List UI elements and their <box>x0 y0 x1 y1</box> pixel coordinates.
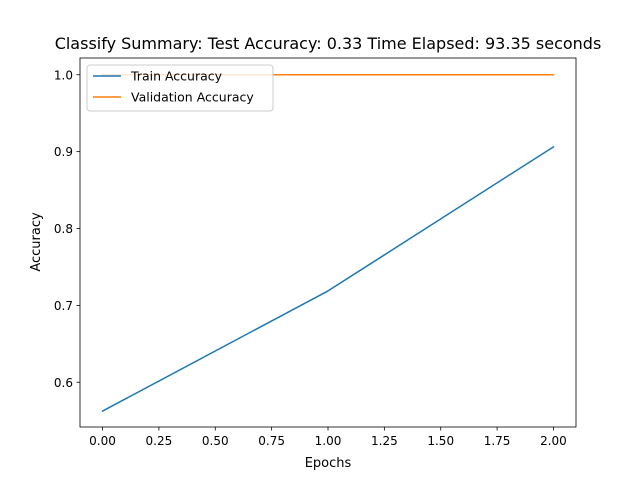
x-tick-label: 1.75 <box>484 434 511 448</box>
x-tick-label: 1.00 <box>315 434 342 448</box>
series-line-0 <box>101 145 555 413</box>
legend-label-1: Validation Accuracy <box>131 90 254 105</box>
y-tick-label: 1.0 <box>54 68 73 82</box>
y-axis-label: Accuracy <box>29 212 44 272</box>
x-tick-label: 0.75 <box>258 434 285 448</box>
y-tick-label: 0.9 <box>54 145 73 159</box>
x-tick-label: 1.50 <box>427 434 454 448</box>
plot-area: 0.00 0.25 0.50 0.75 1.00 1.25 1.50 1.75 2.00 0.6 0… <box>54 57 577 448</box>
x-tick-label: 1.25 <box>371 434 398 448</box>
x-tick-label: 0.25 <box>146 434 173 448</box>
y-tick-label: 0.6 <box>54 376 73 390</box>
y-tick-label: 0.8 <box>54 222 73 236</box>
legend-label-0: Train Accuracy <box>130 69 223 84</box>
y-tick-label: 0.7 <box>54 299 73 313</box>
x-tick-label: 0.00 <box>89 434 116 448</box>
legend: Train Accuracy Validation Accuracy <box>86 64 274 112</box>
x-tick-label: 2.00 <box>540 434 567 448</box>
x-axis-label: Epochs <box>305 456 352 471</box>
x-tick-label: 0.50 <box>202 434 229 448</box>
chart-title: Classify Summary: Test Accuracy: 0.33 Ti… <box>55 34 602 53</box>
legend-box <box>86 64 274 112</box>
